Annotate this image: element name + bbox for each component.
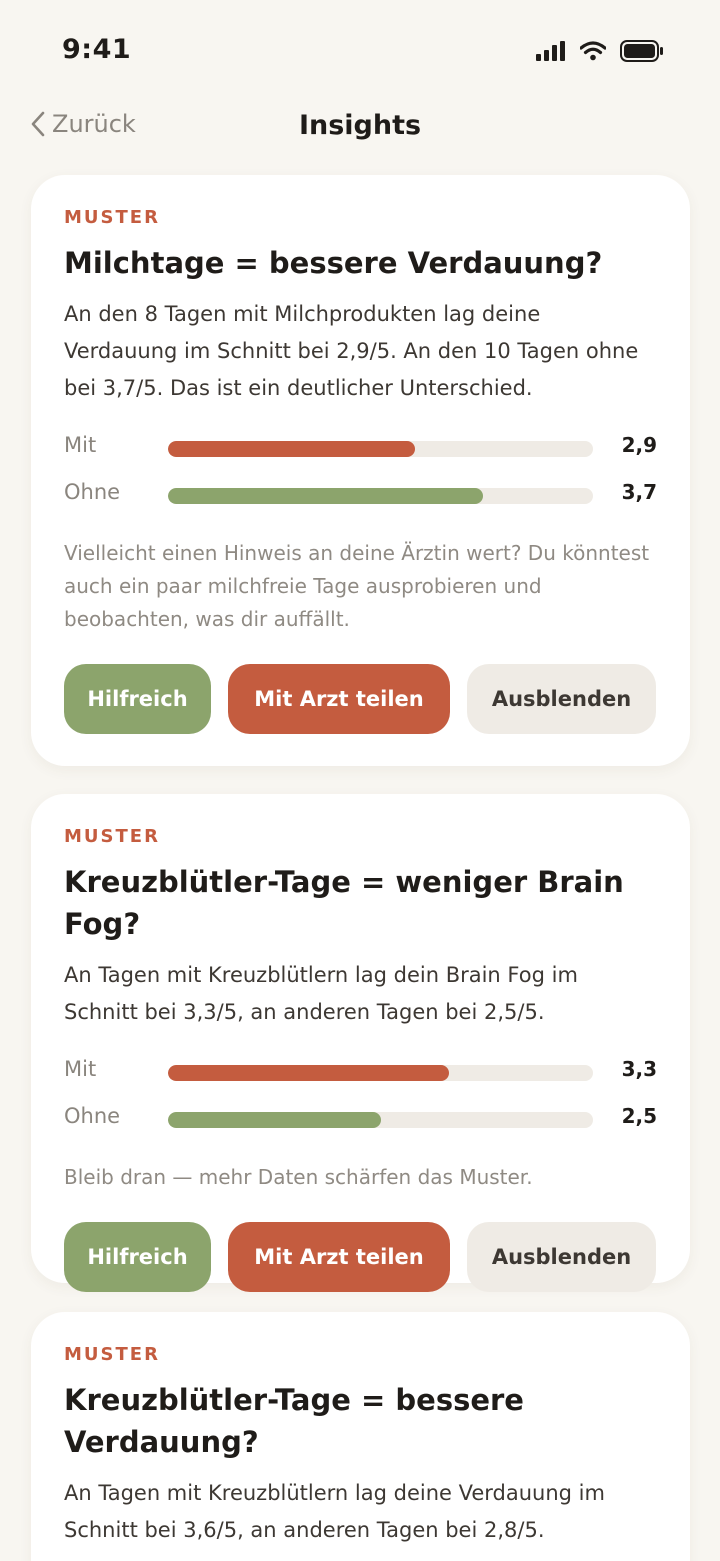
page-title: Insights bbox=[298, 110, 422, 141]
bar-fill bbox=[168, 488, 483, 504]
card-tag: MUSTER bbox=[64, 1344, 160, 1365]
bar-label: Ohne bbox=[64, 480, 121, 504]
bar-fill bbox=[168, 1065, 449, 1081]
bar-value: 2,9 bbox=[621, 433, 657, 457]
share-with-doctor-button[interactable]: Mit Arzt teilen bbox=[228, 1222, 450, 1292]
status-bar: 9:41 bbox=[0, 0, 720, 100]
card-description: An Tagen mit Kreuzblütlern lag deine Ver… bbox=[64, 1481, 605, 1542]
nav-bar: Zurück Insights bbox=[0, 100, 720, 156]
signal-icon bbox=[536, 41, 565, 61]
helpful-button[interactable]: Hilfreich bbox=[64, 664, 211, 734]
bar-track bbox=[168, 1065, 593, 1081]
card-tag: MUSTER bbox=[64, 207, 160, 228]
insight-card: MUSTER Kreuzblütler-Tage = weniger Brain… bbox=[31, 794, 690, 1292]
card-actions: Hilfreich Mit Arzt teilen Ausblenden bbox=[64, 664, 657, 734]
battery-icon bbox=[620, 40, 663, 62]
bar-value: 3,3 bbox=[621, 1057, 657, 1081]
back-label: Zurück bbox=[52, 110, 136, 138]
card-actions: Hilfreich Mit Arzt teilen Ausblenden bbox=[64, 1222, 657, 1292]
hide-button[interactable]: Ausblenden bbox=[467, 1222, 656, 1292]
card-hint: Bleib dran — mehr Daten schärfen das Mus… bbox=[64, 1165, 533, 1189]
bar-label: Mit bbox=[64, 433, 97, 457]
card-description: An den 8 Tagen mit Milchprodukten lag de… bbox=[64, 302, 639, 400]
bar-row-mit: Mit 2,9 bbox=[64, 425, 657, 472]
status-time: 9:41 bbox=[62, 34, 132, 65]
bar-fill bbox=[168, 1112, 381, 1128]
chevron-left-icon bbox=[31, 111, 45, 137]
card-hint: Vielleicht einen Hinweis an deine Ärztin… bbox=[64, 541, 650, 631]
back-button[interactable]: Zurück bbox=[30, 110, 136, 138]
card-description: An Tagen mit Kreuzblütlern lag dein Brai… bbox=[64, 963, 578, 1024]
helpful-button[interactable]: Hilfreich bbox=[64, 1222, 211, 1292]
bar-row-mit: Mit 3,3 bbox=[64, 1049, 657, 1096]
card-title: Kreuzblütler-Tage = weniger Brain Fog? bbox=[64, 865, 624, 941]
bar-fill bbox=[168, 441, 415, 457]
status-icons bbox=[536, 40, 664, 62]
bar-row-ohne: Ohne 3,7 bbox=[64, 472, 657, 519]
bar-row-ohne: Ohne 2,5 bbox=[64, 1096, 657, 1143]
bar-label: Ohne bbox=[64, 1104, 121, 1128]
bar-value: 2,5 bbox=[621, 1104, 657, 1128]
card-title: Milchtage = bessere Verdauung? bbox=[64, 246, 603, 280]
bar-track bbox=[168, 1112, 593, 1128]
insight-card: MUSTER Milchtage = bessere Verdauung? An… bbox=[31, 175, 690, 766]
bar-track bbox=[168, 488, 593, 504]
hide-button[interactable]: Ausblenden bbox=[467, 664, 656, 734]
bar-value: 3,7 bbox=[621, 480, 657, 504]
card-title: Kreuzblütler-Tage = bessere Verdauung? bbox=[64, 1383, 524, 1459]
insight-card: MUSTER Kreuzblütler-Tage = bessere Verda… bbox=[31, 1312, 690, 1561]
card-tag: MUSTER bbox=[64, 826, 160, 847]
share-with-doctor-button[interactable]: Mit Arzt teilen bbox=[228, 664, 450, 734]
bar-track bbox=[168, 441, 593, 457]
bar-label: Mit bbox=[64, 1057, 97, 1081]
wifi-icon bbox=[580, 41, 606, 61]
